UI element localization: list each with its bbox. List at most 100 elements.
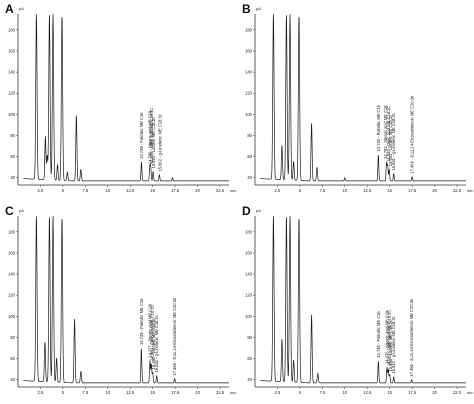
y-axis-unit: pA [19, 208, 24, 213]
x-tick-label: 17.5 [408, 188, 417, 193]
y-tick-label: 100 [245, 112, 253, 117]
y-tick-label: 100 [8, 314, 16, 319]
peak-label: 15.451 - Linoleic ME C18:2c [388, 115, 393, 166]
y-tick-label: 40 [247, 175, 252, 180]
y-tick-label: 160 [245, 48, 253, 53]
x-tick-label: 12.5 [363, 390, 372, 395]
x-tick-label: 15 [150, 390, 155, 395]
peak-label: 15.842 - g-Linolenic ME C18:3c [391, 316, 396, 373]
y-tick-label: 160 [245, 250, 253, 255]
peak-label: 17.456 - 8,11,14-Eicosatrienoic ME C20:3… [409, 298, 414, 377]
y-axis-unit: pA [256, 6, 261, 11]
peak-label: 15.451 - Linoleic ME C18:2c [388, 320, 393, 371]
x-tick-label: 22.5 [216, 188, 225, 193]
x-tick-label: 20 [195, 188, 200, 193]
x-tick-label: 15 [387, 188, 392, 193]
y-tick-label: 60 [10, 154, 15, 159]
x-tick-label: 5 [62, 390, 65, 395]
y-tick-label: 80 [10, 133, 15, 138]
x-tick-label: 10 [105, 188, 110, 193]
x-tick-label: 22.5 [453, 188, 462, 193]
panel-letter: D [242, 204, 251, 218]
x-tick-label: 5 [299, 390, 302, 395]
x-tick-label: 7.5 [82, 188, 88, 193]
x-tick-label: 7.5 [319, 188, 325, 193]
peak-label: 15.452 - Linoleic ME C18:2c [151, 318, 156, 369]
peak-label: 13.740 - Palmitic ME C16 [376, 104, 381, 151]
x-tick-label: 2.5 [38, 390, 44, 395]
peak-label: 14.930 - Oleic acid ME C18:1C [149, 108, 154, 164]
peak-label: 13.749 - Palmitic ME C16 [139, 298, 144, 345]
y-tick-label: 60 [247, 356, 252, 361]
x-tick-label: 22.5 [453, 390, 462, 395]
y-tick-label: 100 [245, 314, 253, 319]
y-tick-label: 140 [8, 70, 16, 75]
x-axis-unit: min [230, 188, 236, 193]
peak-label: 13.748 - Palmitic ME C16 [376, 311, 381, 358]
y-tick-label: 120 [8, 91, 16, 96]
y-tick-label: 80 [10, 335, 15, 340]
y-tick-label: 40 [10, 377, 15, 382]
x-tick-label: 10 [105, 390, 110, 395]
peak-label: 14.933 - Oleic acid ME C18:1C [386, 310, 391, 366]
y-tick-label: 120 [8, 293, 16, 298]
x-tick-label: 17.5 [408, 390, 417, 395]
peak-label: 13.749 - Palmitic ME C16 [139, 112, 144, 159]
x-tick-label: 15 [387, 390, 392, 395]
panel-letter: C [5, 204, 14, 218]
x-tick-label: 10 [342, 188, 347, 193]
y-tick-label: 60 [247, 154, 252, 159]
x-tick-label: 12.5 [126, 390, 135, 395]
y-tick-label: 180 [245, 229, 253, 234]
chromatogram-trace [260, 13, 466, 182]
x-tick-label: 5 [299, 188, 302, 193]
y-tick-label: 60 [10, 356, 15, 361]
y-tick-label: 80 [247, 335, 252, 340]
x-axis-unit: min [467, 390, 473, 395]
peak-label: 15.841 - g-Linolenic ME C18:3c [154, 315, 159, 372]
y-axis-unit: pA [19, 6, 24, 11]
x-tick-label: 12.5 [126, 188, 135, 193]
x-tick-label: 22.5 [216, 390, 225, 395]
peak-label: 14.950 - Oleic acid ME C18:1C [149, 304, 154, 360]
x-tick-label: 7.5 [319, 390, 325, 395]
x-tick-label: 17.5 [171, 390, 180, 395]
y-axis-unit: pA [256, 208, 261, 213]
x-axis-unit: min [467, 188, 473, 193]
y-tick-label: 160 [8, 48, 16, 53]
y-tick-label: 140 [245, 272, 253, 277]
x-tick-label: 20 [432, 390, 437, 395]
y-tick-label: 140 [245, 70, 253, 75]
x-tick-label: 15 [150, 188, 155, 193]
y-tick-label: 40 [10, 175, 15, 180]
x-tick-label: 5 [62, 188, 65, 193]
y-tick-label: 80 [247, 133, 252, 138]
peak-label: 14.776 - Stearic acid ME C18 [384, 310, 389, 364]
y-tick-label: 120 [245, 91, 253, 96]
peak-label: 14.782 - Stearic acid ME C18 [383, 105, 388, 159]
peak-label: 17.456 - 8,11,14-Eicosatrienoic ME C20:3… [172, 297, 177, 376]
y-tick-label: 180 [8, 27, 16, 32]
x-tick-label: 17.5 [171, 188, 180, 193]
y-tick-label: 180 [245, 27, 253, 32]
x-tick-label: 2.5 [275, 188, 281, 193]
chromatogram-trace [23, 215, 229, 384]
x-axis-unit: min [230, 390, 236, 395]
chromatogram-trace [260, 215, 466, 384]
panel-letter: B [242, 2, 251, 16]
y-tick-label: 100 [8, 112, 16, 117]
y-tick-label: 40 [247, 377, 252, 382]
peak-label: 14.780 - Stearic acid ME C18 [147, 110, 152, 164]
y-tick-label: 140 [8, 272, 16, 277]
x-tick-label: 7.5 [82, 390, 88, 395]
x-tick-label: 2.5 [275, 390, 281, 395]
peak-label: 14.930 - Oleic acid ME C18:1C [386, 106, 391, 162]
peak-label: 17.456 - 8,11,14-Eicosatrienoic ME C20:3… [410, 95, 415, 174]
x-tick-label: 20 [432, 188, 437, 193]
panel-letter: A [5, 2, 14, 16]
x-tick-label: 20 [195, 390, 200, 395]
